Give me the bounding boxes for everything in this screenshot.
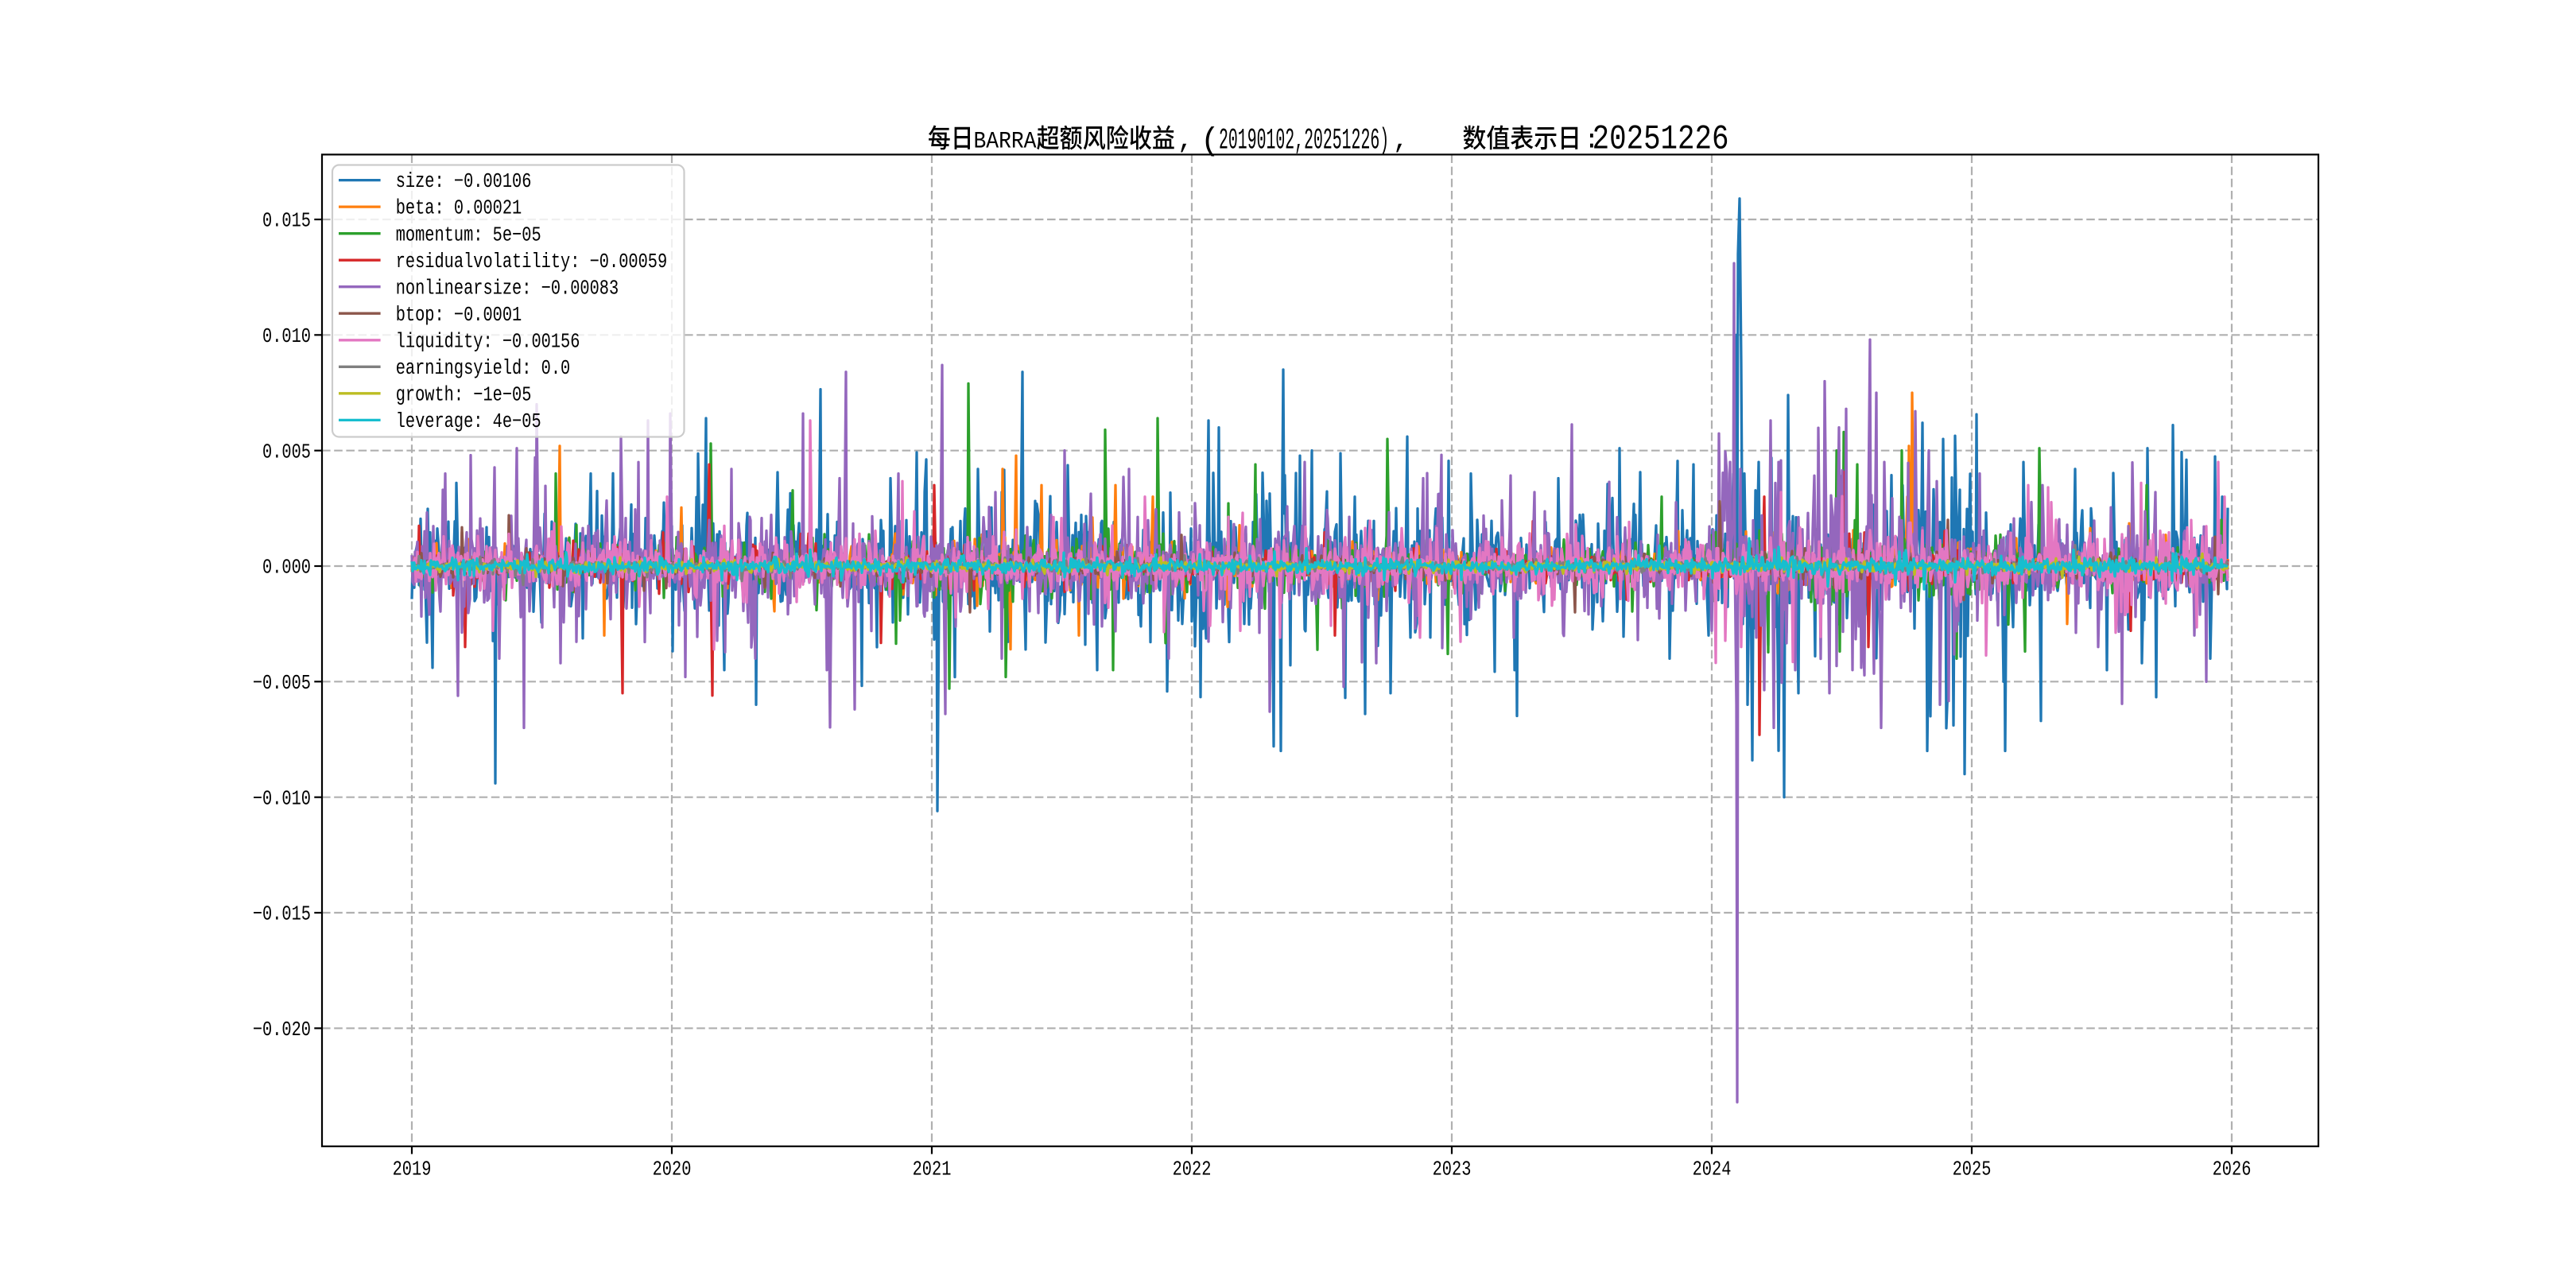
- svg-text:btop: −0.0001: btop: −0.0001: [396, 305, 522, 328]
- svg-text::: :: [1584, 126, 1600, 156]
- svg-text:−0.020: −0.020: [253, 1019, 311, 1042]
- svg-text:20190102,20251226): 20190102,20251226): [1219, 123, 1389, 157]
- svg-text:−0.005: −0.005: [253, 673, 311, 696]
- svg-text:2020: 2020: [653, 1158, 692, 1181]
- svg-text:BARRA: BARRA: [974, 129, 1037, 155]
- svg-text:2022: 2022: [1173, 1158, 1212, 1181]
- svg-text:−0.015: −0.015: [253, 904, 311, 927]
- svg-text:nonlinearsize: −0.00083: nonlinearsize: −0.00083: [396, 277, 619, 301]
- svg-text:2024: 2024: [1693, 1158, 1732, 1181]
- svg-text:0.015: 0.015: [262, 211, 311, 234]
- svg-text:,: ,: [1177, 126, 1193, 156]
- svg-text:liquidity: −0.00156: liquidity: −0.00156: [396, 331, 580, 354]
- svg-text:0.000: 0.000: [262, 557, 311, 580]
- svg-text:,: ,: [1393, 126, 1409, 156]
- svg-text:earningsyield: 0.0: earningsyield: 0.0: [396, 358, 571, 381]
- svg-text:0.010: 0.010: [262, 326, 311, 349]
- svg-text:(: (: [1201, 124, 1220, 160]
- svg-text:beta: 0.00021: beta: 0.00021: [396, 198, 522, 221]
- svg-text:2025: 2025: [1953, 1158, 1992, 1181]
- svg-text:20251226: 20251226: [1593, 120, 1729, 159]
- svg-text:2023: 2023: [1433, 1158, 1472, 1181]
- svg-text:momentum: 5e−05: momentum: 5e−05: [396, 224, 541, 247]
- svg-text:0.005: 0.005: [262, 441, 311, 464]
- svg-text:leverage: 4e−05: leverage: 4e−05: [396, 411, 541, 434]
- svg-text:−0.010: −0.010: [253, 788, 311, 811]
- svg-text:2026: 2026: [2213, 1158, 2252, 1181]
- svg-text:size: −0.00106: size: −0.00106: [396, 171, 532, 194]
- svg-text:residualvolatility: −0.00059: residualvolatility: −0.00059: [396, 251, 667, 274]
- svg-text:2021: 2021: [913, 1158, 952, 1181]
- svg-text:2019: 2019: [393, 1158, 432, 1181]
- svg-text:growth: −1e−05: growth: −1e−05: [396, 384, 532, 407]
